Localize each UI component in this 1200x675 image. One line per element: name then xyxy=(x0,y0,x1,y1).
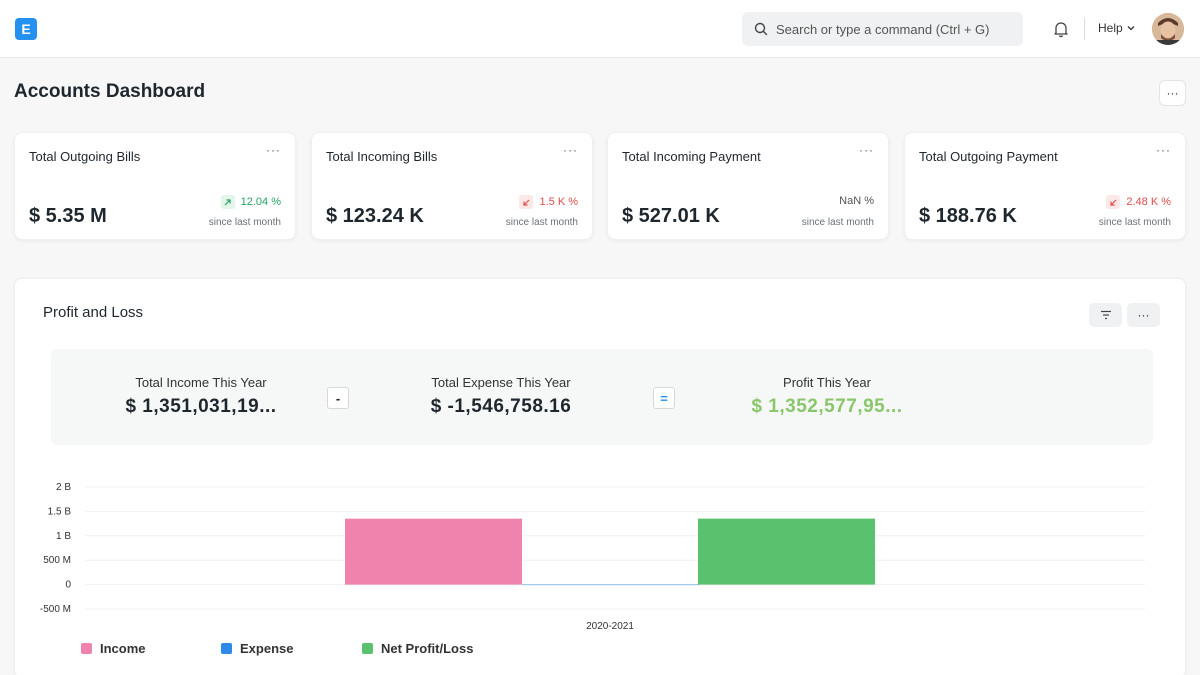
percentage-text: 1.5 K % xyxy=(539,196,578,208)
app-logo[interactable]: E xyxy=(15,18,37,40)
card-value: $ 123.24 K xyxy=(326,205,424,227)
card-percentage: 12.04 % xyxy=(220,195,281,209)
card-since: since last month xyxy=(505,217,578,228)
y-tick-label: 1.5 B xyxy=(48,506,72,517)
number-card-incoming-payment[interactable]: Total Incoming Payment ··· $ 527.01 K Na… xyxy=(607,132,889,240)
legend-label: Net Profit/Loss xyxy=(381,641,474,656)
profit-and-loss-widget: Profit and Loss ··· Total Income This Ye… xyxy=(14,278,1186,675)
card-menu-button[interactable]: ··· xyxy=(859,143,874,157)
y-tick-label: -500 M xyxy=(40,604,71,615)
search-input[interactable] xyxy=(776,21,1006,37)
y-tick-label: 0 xyxy=(65,580,71,591)
filter-icon xyxy=(1100,310,1111,320)
card-title: Total Incoming Payment xyxy=(622,149,761,164)
search-bar[interactable] xyxy=(742,12,1023,46)
profit-loss-chart: 2 B 1.5 B 1 B 500 M 0 -500 M 2020-2021 xyxy=(40,482,1145,632)
income-label: Total Income This Year xyxy=(135,375,267,390)
arrow-down-left-icon xyxy=(1106,195,1121,209)
chevron-down-icon xyxy=(1127,26,1135,31)
expense-summary: Total Expense This Year $ -1,546,758.16 xyxy=(401,375,601,418)
percentage-text: NaN % xyxy=(839,195,874,207)
card-percentage: 2.48 K % xyxy=(1106,195,1171,209)
divider xyxy=(1084,18,1085,40)
widget-menu-button[interactable]: ··· xyxy=(1127,303,1160,327)
card-since: since last month xyxy=(801,217,874,228)
card-value: $ 5.35 M xyxy=(29,205,107,227)
user-avatar[interactable] xyxy=(1152,13,1184,45)
bar-income[interactable] xyxy=(345,518,522,585)
card-since: since last month xyxy=(1098,217,1171,228)
legend-expense[interactable]: Expense xyxy=(221,641,293,656)
help-dropdown[interactable]: Help xyxy=(1098,21,1135,35)
percentage-text: 2.48 K % xyxy=(1126,196,1171,208)
page-menu-button[interactable]: ··· xyxy=(1159,80,1186,106)
top-navbar: E Help xyxy=(0,0,1200,58)
card-percentage: NaN % xyxy=(839,195,874,207)
bar-net-profit-loss[interactable] xyxy=(698,518,875,585)
notification-bell-icon[interactable] xyxy=(1052,20,1070,38)
legend-swatch xyxy=(221,643,232,654)
filter-button[interactable] xyxy=(1089,303,1122,327)
profit-summary: Total Income This Year $ 1,351,031,19...… xyxy=(51,349,1153,445)
arrow-up-right-icon xyxy=(220,195,235,209)
minus-operator: - xyxy=(327,387,349,409)
percentage-text: 12.04 % xyxy=(240,196,281,208)
card-title: Total Outgoing Bills xyxy=(29,149,141,164)
legend-swatch xyxy=(81,643,92,654)
profit-summary-item: Profit This Year $ 1,352,577,95... xyxy=(727,375,927,418)
legend-swatch xyxy=(362,643,373,654)
legend-income[interactable]: Income xyxy=(81,641,146,656)
bar-expense[interactable] xyxy=(522,584,699,586)
y-tick-label: 500 M xyxy=(43,555,71,566)
equals-operator: = xyxy=(653,387,675,409)
arrow-down-left-icon xyxy=(519,195,534,209)
card-since: since last month xyxy=(208,217,281,228)
profit-label: Profit This Year xyxy=(783,375,871,390)
income-value: $ 1,351,031,19... xyxy=(125,396,277,417)
search-icon xyxy=(754,22,768,36)
number-card-incoming-bills[interactable]: Total Incoming Bills ··· $ 123.24 K 1.5 … xyxy=(311,132,593,240)
card-menu-button[interactable]: ··· xyxy=(563,143,578,157)
income-summary: Total Income This Year $ 1,351,031,19... xyxy=(91,375,311,418)
help-label: Help xyxy=(1098,21,1123,35)
card-value: $ 188.76 K xyxy=(919,205,1017,227)
legend-label: Expense xyxy=(240,641,294,656)
card-menu-button[interactable]: ··· xyxy=(266,143,281,157)
expense-label: Total Expense This Year xyxy=(431,375,571,390)
page-title: Accounts Dashboard xyxy=(14,81,206,102)
number-card-outgoing-bills[interactable]: Total Outgoing Bills ··· $ 5.35 M 12.04 … xyxy=(14,132,296,240)
card-title: Total Outgoing Payment xyxy=(919,149,1058,164)
number-card-outgoing-payment[interactable]: Total Outgoing Payment ··· $ 188.76 K 2.… xyxy=(904,132,1186,240)
card-value: $ 527.01 K xyxy=(622,205,720,227)
widget-title: Profit and Loss xyxy=(43,304,144,321)
card-title: Total Incoming Bills xyxy=(326,149,438,164)
y-tick-label: 1 B xyxy=(56,531,71,542)
card-menu-button[interactable]: ··· xyxy=(1156,143,1171,157)
card-percentage: 1.5 K % xyxy=(519,195,578,209)
legend-net-profit-loss[interactable]: Net Profit/Loss xyxy=(362,641,473,656)
profit-value: $ 1,352,577,95... xyxy=(751,396,903,417)
legend-label: Income xyxy=(100,641,146,656)
expense-value: $ -1,546,758.16 xyxy=(430,396,572,417)
y-tick-label: 2 B xyxy=(56,482,71,493)
x-tick-label: 2020-2021 xyxy=(586,621,634,632)
